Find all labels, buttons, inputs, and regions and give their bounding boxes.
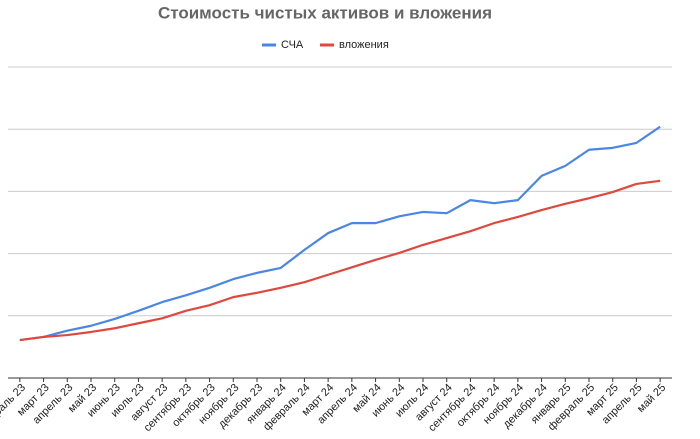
chart-title: Стоимость чистых активов и вложения: [158, 3, 492, 22]
legend-label: вложения: [339, 39, 389, 51]
legend-label: СЧА: [281, 39, 304, 51]
series-line: [19, 179, 661, 342]
series-line: [19, 125, 661, 342]
